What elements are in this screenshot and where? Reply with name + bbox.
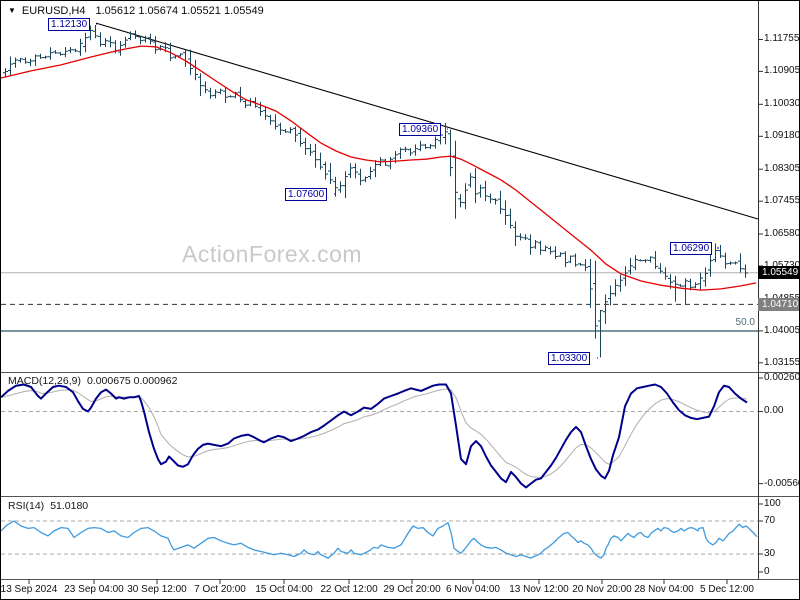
watermark: ActionForex.com <box>182 241 363 267</box>
chart-ohlc-values: 1.05612 1.05674 1.05521 1.05549 <box>95 5 264 17</box>
macd-values: 0.000675 0.000962 <box>86 375 178 387</box>
symbol-dropdown-icon[interactable]: ▼ <box>8 6 16 15</box>
chart-title-bar: ▼ EURUSD,H4 1.05612 1.05674 1.05521 1.0554… <box>8 5 264 17</box>
rsi-value: 51.0180 <box>50 500 89 512</box>
rsi-name: RSI(14) <box>8 500 45 512</box>
macd-name: MACD(12,26,9) <box>8 375 81 387</box>
macd-indicator-label: MACD(12,26,9) 0.000675 0.000962 <box>8 375 177 387</box>
chart-symbol-title: EURUSD,H4 <box>21 5 86 17</box>
rsi-indicator-label: RSI(14) 51.0180 <box>8 500 88 512</box>
